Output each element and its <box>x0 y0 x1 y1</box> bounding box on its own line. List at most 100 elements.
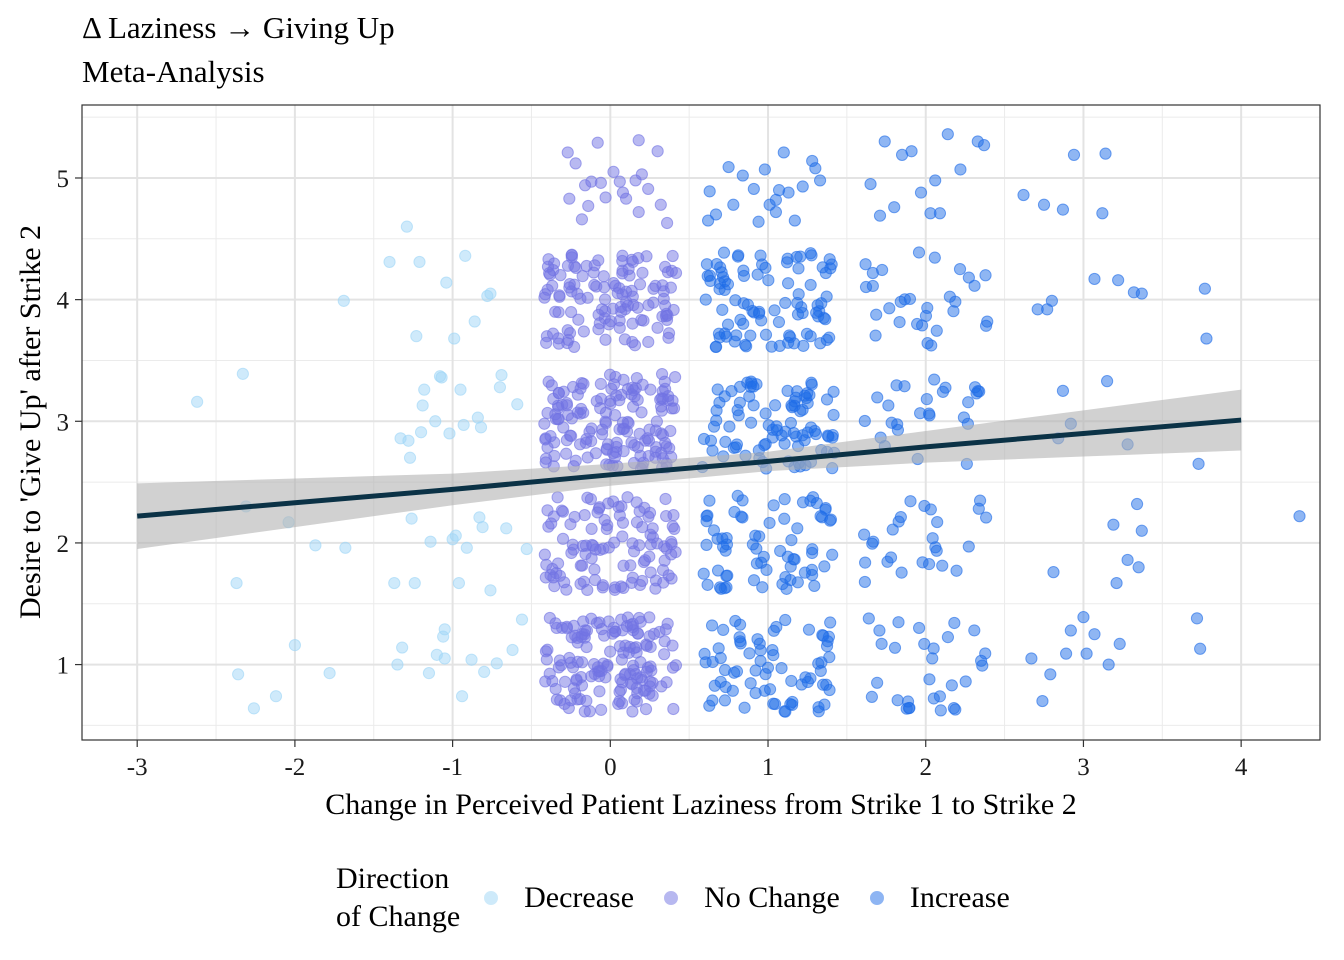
point-increase <box>914 407 927 420</box>
point-increase <box>930 324 943 337</box>
point-increase <box>744 677 757 690</box>
point-no-change <box>560 447 573 460</box>
point-increase <box>779 296 792 310</box>
point-no-change <box>635 406 648 419</box>
point-no-change <box>657 285 670 298</box>
point-increase <box>707 524 721 537</box>
point-no-change <box>666 394 679 407</box>
point-decrease <box>435 371 448 384</box>
point-increase <box>820 640 834 653</box>
point-increase <box>941 128 954 141</box>
point-no-change <box>667 702 680 716</box>
point-no-change <box>630 496 643 509</box>
point-increase <box>968 279 981 292</box>
point-no-change <box>665 535 678 548</box>
point-increase <box>873 624 886 637</box>
point-increase <box>732 409 745 422</box>
point-no-change <box>553 289 566 302</box>
point-decrease <box>396 641 409 654</box>
point-no-change <box>574 577 587 591</box>
point-increase <box>858 575 871 589</box>
point-decrease <box>414 426 428 439</box>
point-increase <box>962 540 975 553</box>
point-increase <box>785 674 798 688</box>
point-increase <box>813 174 827 187</box>
point-increase <box>769 205 783 219</box>
point-no-change <box>668 522 681 535</box>
point-no-change <box>544 430 557 443</box>
point-no-change <box>643 506 657 519</box>
point-increase <box>928 251 941 264</box>
point-no-change <box>567 619 580 632</box>
point-no-change <box>639 703 653 716</box>
point-increase <box>769 399 782 412</box>
point-no-change <box>632 251 645 265</box>
point-increase <box>875 637 888 650</box>
point-increase <box>706 444 719 457</box>
point-increase <box>945 679 958 692</box>
point-increase <box>819 503 832 516</box>
point-no-change <box>595 303 609 316</box>
point-increase <box>1047 566 1060 579</box>
point-increase <box>891 694 904 707</box>
point-decrease <box>506 643 519 657</box>
point-decrease <box>247 702 261 715</box>
point-no-change <box>597 270 610 283</box>
point-no-change <box>627 400 640 413</box>
point-increase <box>1130 497 1144 511</box>
point-increase <box>873 209 887 222</box>
point-increase <box>711 564 725 577</box>
point-increase <box>929 174 942 187</box>
point-no-change <box>669 659 683 672</box>
legend-key-no-change <box>664 891 679 905</box>
point-increase <box>705 619 719 632</box>
point-increase <box>770 620 783 634</box>
point-increase <box>697 567 710 580</box>
chart-title: Δ Laziness → Giving Up <box>82 10 395 45</box>
point-increase <box>749 664 762 677</box>
point-no-change <box>598 513 611 527</box>
point-no-change <box>564 305 578 319</box>
point-increase <box>768 304 781 317</box>
point-no-change <box>643 630 656 643</box>
point-decrease <box>455 690 469 703</box>
point-increase <box>788 214 801 227</box>
point-decrease <box>493 381 507 394</box>
point-increase <box>788 395 801 408</box>
point-no-change <box>658 635 671 648</box>
point-increase <box>1088 272 1101 286</box>
legend-key-decrease <box>484 891 499 905</box>
y-tick-label: 2 <box>57 531 70 558</box>
point-increase <box>721 278 735 291</box>
panel-border <box>81 104 1321 741</box>
y-tick-label: 5 <box>57 166 70 193</box>
point-increase <box>736 169 749 182</box>
point-increase <box>819 313 832 326</box>
y-tick-label: 3 <box>57 409 70 436</box>
point-no-change <box>651 321 664 334</box>
point-increase <box>925 339 938 352</box>
point-increase <box>713 581 727 594</box>
point-increase <box>1112 274 1125 287</box>
point-increase <box>762 274 775 287</box>
point-increase <box>912 246 926 259</box>
point-increase <box>796 180 809 193</box>
point-increase <box>888 201 901 214</box>
point-increase <box>746 304 759 318</box>
point-no-change <box>628 390 641 403</box>
point-increase <box>914 186 928 199</box>
point-no-change <box>616 530 629 543</box>
point-increase <box>1044 668 1057 681</box>
point-no-change <box>662 331 675 344</box>
point-increase <box>862 612 875 625</box>
point-increase <box>703 494 716 507</box>
point-increase <box>895 566 908 579</box>
point-increase <box>749 529 762 542</box>
point-no-change <box>610 436 623 449</box>
point-no-change <box>626 617 639 630</box>
point-increase <box>968 624 981 637</box>
point-decrease <box>443 427 456 440</box>
point-increase <box>734 637 747 650</box>
point-no-change <box>550 621 563 635</box>
